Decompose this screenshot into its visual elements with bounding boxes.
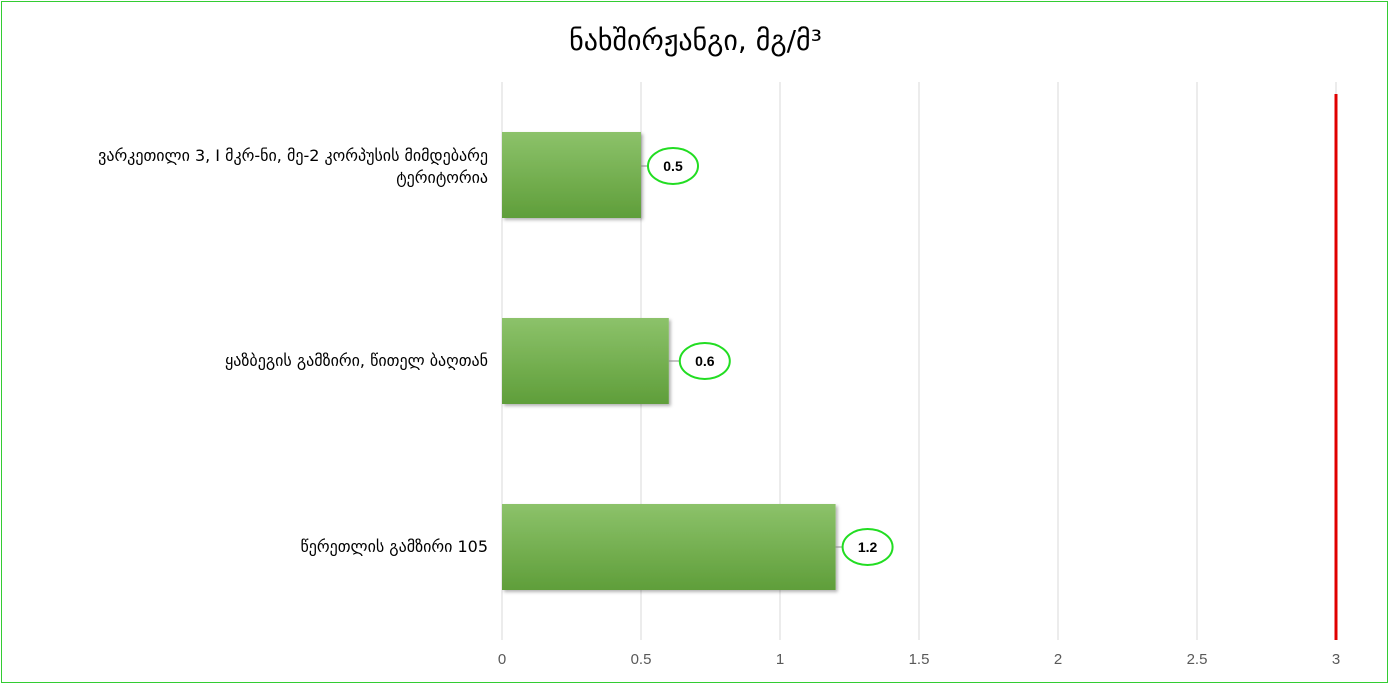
- data-label-bubble: [678, 342, 731, 380]
- x-tick-label: 2.5: [1187, 651, 1208, 668]
- chart-title: ნახშირჟანგი, მგ/მ³: [569, 24, 822, 57]
- bar: [502, 504, 836, 590]
- x-tick-label: 1.5: [909, 651, 930, 668]
- x-tick-label: 2: [1054, 651, 1062, 668]
- x-tick-label: 3: [1332, 651, 1340, 668]
- bar: [502, 132, 641, 218]
- data-label-bubble: [841, 528, 894, 566]
- bar: [502, 318, 669, 404]
- data-label: 0.6: [695, 353, 715, 369]
- data-label: 1.2: [858, 539, 878, 555]
- x-tick-label: 1: [776, 651, 784, 668]
- x-tick-label: 0.5: [631, 651, 652, 668]
- category-label: ყაზბეგის გამზირი, წითელ ბაღთან: [225, 351, 488, 370]
- category-label: ვარკეთილი 3, I მკრ-ნი, მე-2 კორპუსის მიმ…: [98, 146, 488, 187]
- data-label: 0.5: [663, 158, 683, 174]
- x-tick-label: 0: [498, 651, 506, 668]
- data-label-bubble: [647, 147, 699, 185]
- category-label: წერეთლის გამზირი 105: [300, 537, 488, 556]
